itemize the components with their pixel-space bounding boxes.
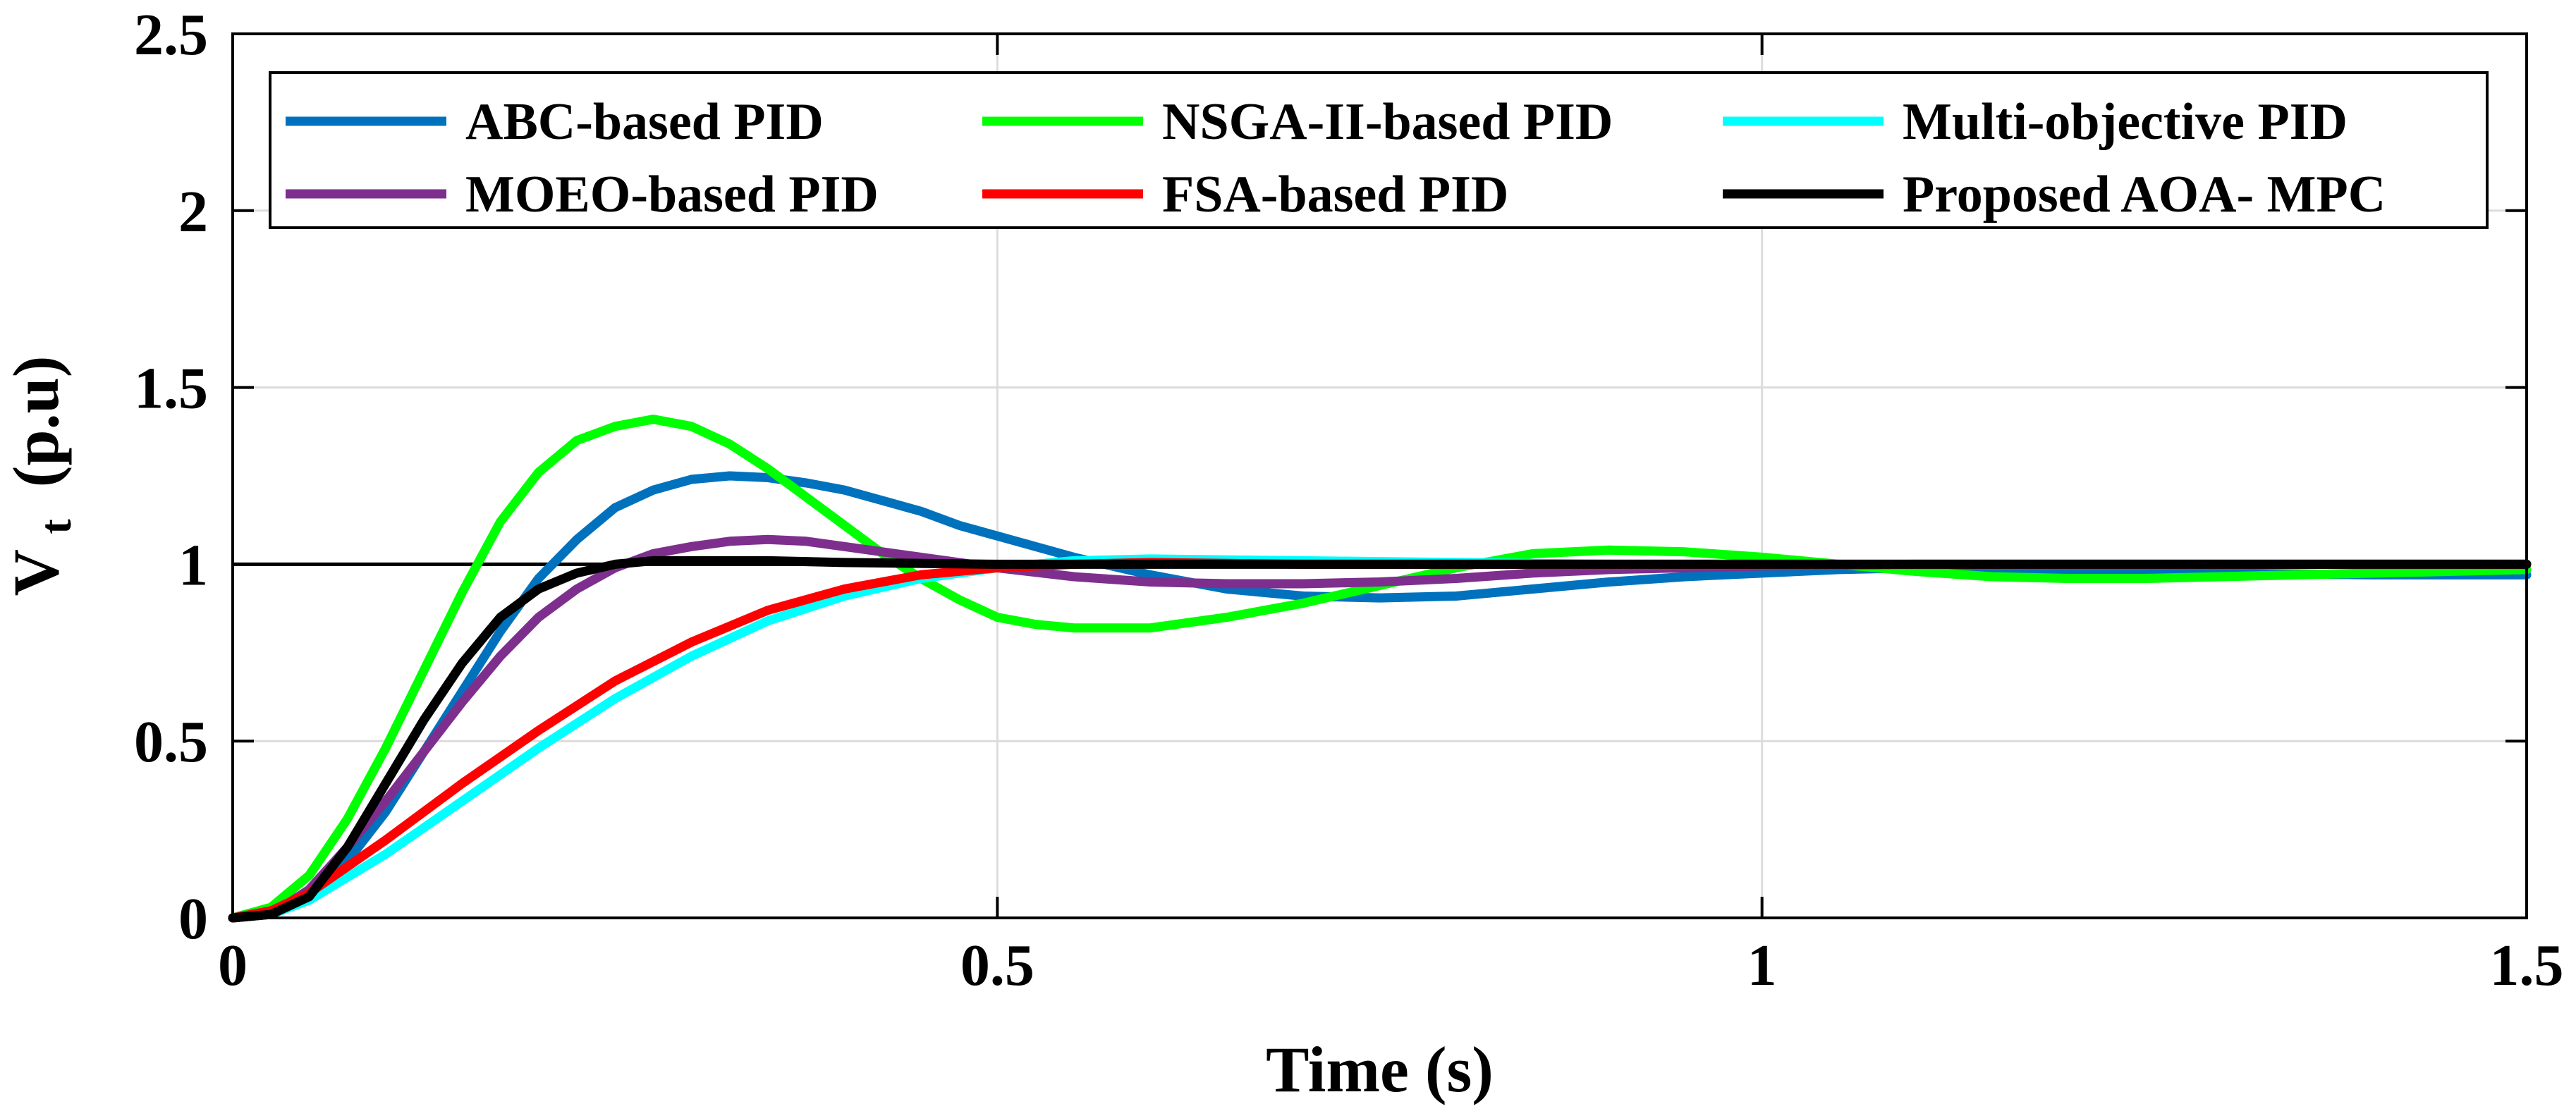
series-line-5 [228,556,2532,923]
x-tick-label: 1 [1747,933,1777,998]
legend-items: ABC-based PID NSGA-II-based PID Multi-obje… [286,93,2386,223]
series-line-0 [228,471,2532,923]
legend-label-1: NSGA-II-based PID [1162,93,1613,151]
legend-label-5: Proposed AOA- MPC [1903,166,2386,223]
y-tick-label: 1.5 [134,356,208,422]
y-tick-label: 0.5 [134,709,208,775]
legend-box [269,71,2489,229]
y-tick-label: 1 [178,532,208,598]
y-axis-title-unit: (p.u) [0,356,72,488]
x-tick-label: 0 [218,933,248,998]
x-tick-label: 0.5 [960,933,1034,998]
axis-ticks: 0 0.5 1 1.5 0 0.5 1 1.5 2 2.5 [134,2,2564,998]
x-tick-label: 1.5 [2490,933,2564,998]
legend-label-0: ABC-based PID [465,93,824,151]
y-tick-label: 2 [178,179,208,245]
legend-label-4: FSA-based PID [1162,166,1508,223]
plot-frame [231,32,2528,919]
legend-label-3: MOEO-based PID [465,166,879,223]
y-tick-label: 0 [178,886,208,952]
y-axis-title: V t (p.u) [0,356,85,596]
series-group [228,415,2532,923]
legend: ABC-based PID NSGA-II-based PID Multi-obje… [269,71,2489,229]
y-tick-label: 2.5 [134,2,208,68]
y-axis-title-subscript: t [30,519,80,534]
x-axis-title: Time (s) [1266,1034,1494,1105]
legend-label-2: Multi-objective PID [1903,93,2348,151]
y-axis-title-main: V [0,549,72,596]
